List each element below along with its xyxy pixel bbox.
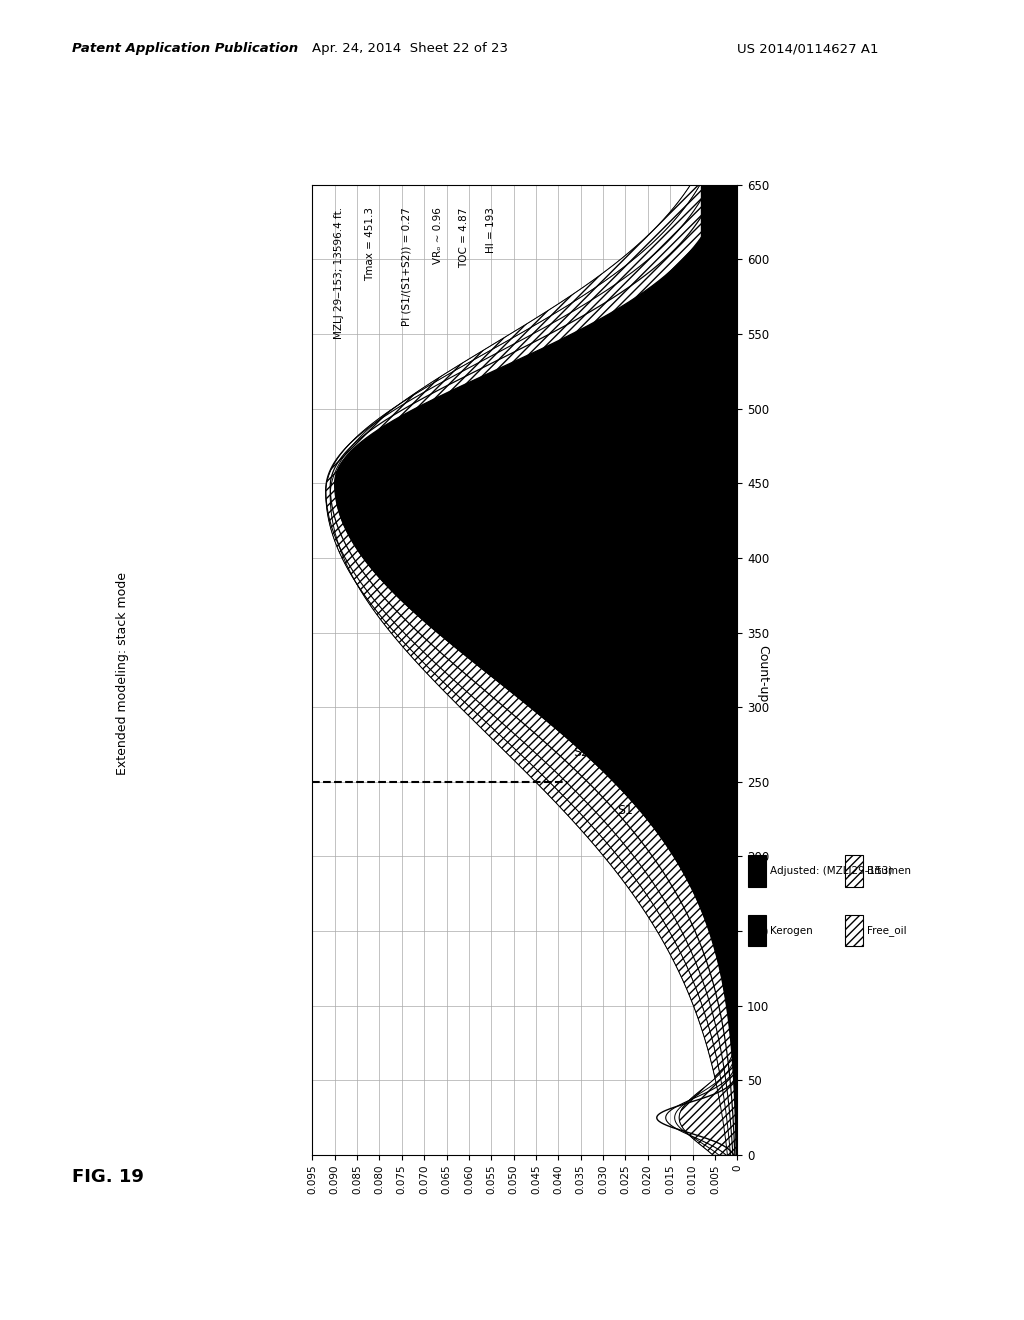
Text: Bitumen: Bitumen [867,866,911,876]
Text: Free_oil: Free_oil [867,925,907,936]
Text: Adjusted: (MZLJ29-153): Adjusted: (MZLJ29-153) [770,866,893,876]
Text: VRₒ ∼ 0.96: VRₒ ∼ 0.96 [432,207,442,264]
Text: Patent Application Publication: Patent Application Publication [72,42,298,55]
Text: Tmax = 451.3: Tmax = 451.3 [366,207,376,281]
Text: MZLJ 29‒153; 13596.4 ft.: MZLJ 29‒153; 13596.4 ft. [334,207,344,339]
Text: Kerogen: Kerogen [770,925,813,936]
Text: S1: S1 [617,804,634,817]
Text: HI = 193: HI = 193 [486,207,497,253]
Text: FIG. 19: FIG. 19 [72,1168,143,1187]
Text: US 2014/0114627 A1: US 2014/0114627 A1 [737,42,879,55]
Text: Extended modeling: stack mode: Extended modeling: stack mode [117,572,129,775]
Text: PI (S1/(S1+S2)) = 0.27: PI (S1/(S1+S2)) = 0.27 [401,207,412,326]
Text: Apr. 24, 2014  Sheet 22 of 23: Apr. 24, 2014 Sheet 22 of 23 [311,42,508,55]
Text: TOC = 4.87: TOC = 4.87 [460,207,469,268]
Text: Count-up: Count-up [757,644,769,702]
Text: S2: S2 [572,746,589,759]
